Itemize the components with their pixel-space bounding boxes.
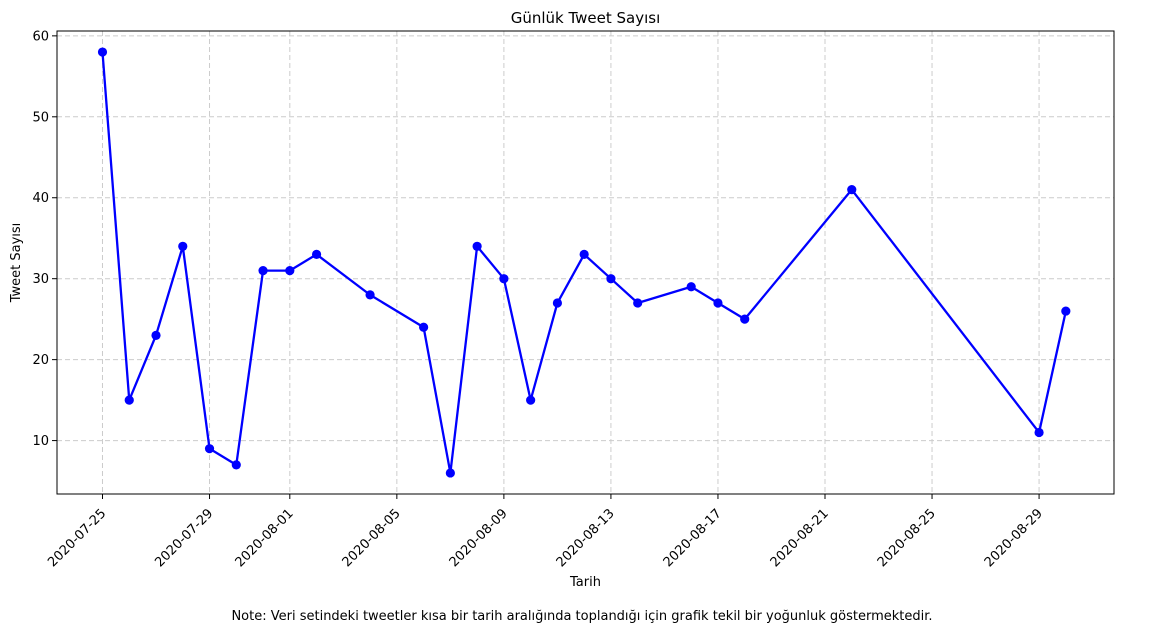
data-point (633, 298, 643, 308)
data-point (499, 274, 509, 284)
x-tick-label: 2020-08-21 (768, 506, 832, 570)
data-point (579, 249, 589, 260)
data-point (97, 47, 108, 57)
data-point (552, 298, 563, 308)
x-tick-label: 2020-07-29 (152, 506, 216, 570)
data-point (419, 322, 429, 332)
x-tick-label: 2020-08-09 (447, 506, 511, 570)
x-axis: 2020-07-25 2020-07-29 2020-08-01 2020-08-05… (45, 494, 1046, 570)
y-axis-label: Tweet Sayısı (9, 223, 24, 304)
y-tick-label: 30 (32, 272, 49, 287)
data-point (526, 395, 536, 405)
data-point (847, 185, 857, 195)
data-point (258, 265, 268, 276)
data-point (1061, 306, 1071, 316)
series-line (101, 51, 1067, 475)
data-point (204, 444, 215, 454)
x-tick-label: 2020-08-17 (661, 506, 725, 570)
data-point (365, 290, 375, 300)
x-tick-label: 2020-07-25 (45, 506, 109, 570)
x-tick-label: 2020-08-13 (554, 506, 618, 570)
y-tick-label: 20 (32, 353, 49, 368)
x-tick-label: 2020-08-25 (875, 506, 939, 570)
series-layer (97, 47, 1071, 478)
grid (57, 31, 1114, 494)
y-tick-label: 50 (32, 110, 49, 125)
data-point (311, 249, 322, 260)
data-point (124, 395, 134, 405)
data-point (231, 460, 241, 470)
data-point (606, 274, 616, 284)
chart-note: Note: Veri setindeki tweetler kısa bir t… (231, 609, 932, 624)
y-tick-label: 40 (32, 191, 49, 206)
data-point (686, 282, 696, 292)
x-tick-label: 2020-08-05 (340, 506, 404, 570)
y-tick-label: 60 (32, 29, 49, 44)
data-point (740, 314, 750, 324)
data-point (713, 298, 723, 308)
data-point (445, 468, 455, 478)
x-tick-label: 2020-08-01 (233, 506, 297, 570)
y-axis: 10 20 30 40 50 60 (32, 29, 57, 449)
data-point (472, 241, 482, 251)
data-point (1034, 427, 1044, 438)
data-point (285, 265, 295, 276)
data-point (178, 241, 188, 251)
chart-title: Günlük Tweet Sayısı (511, 9, 661, 27)
x-tick-label: 2020-08-29 (982, 506, 1046, 570)
data-point (151, 330, 161, 340)
x-axis-label: Tarih (569, 575, 601, 590)
y-tick-label: 10 (32, 434, 49, 449)
plot-frame (56, 30, 1115, 495)
